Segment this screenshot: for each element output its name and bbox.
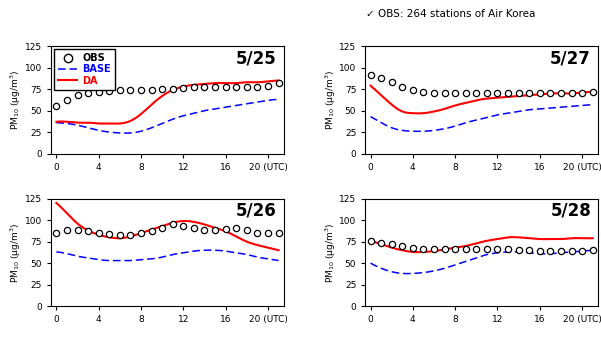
Text: 5/28: 5/28 [551, 202, 591, 220]
Y-axis label: PM$_{10}$ (μg/m$^3$): PM$_{10}$ (μg/m$^3$) [9, 222, 23, 282]
Y-axis label: PM$_{10}$ (μg/m$^3$): PM$_{10}$ (μg/m$^3$) [323, 222, 338, 282]
Text: 5/27: 5/27 [550, 49, 591, 67]
Text: 5/26: 5/26 [236, 202, 277, 220]
Legend: OBS, BASE, DA: OBS, BASE, DA [54, 49, 115, 90]
Text: 5/25: 5/25 [236, 49, 277, 67]
Text: ✓ OBS: 264 stations of Air Korea: ✓ OBS: 264 stations of Air Korea [366, 9, 535, 18]
Y-axis label: PM$_{10}$ (μg/m$^3$): PM$_{10}$ (μg/m$^3$) [323, 70, 338, 130]
Y-axis label: PM$_{10}$ (μg/m$^3$): PM$_{10}$ (μg/m$^3$) [9, 70, 23, 130]
